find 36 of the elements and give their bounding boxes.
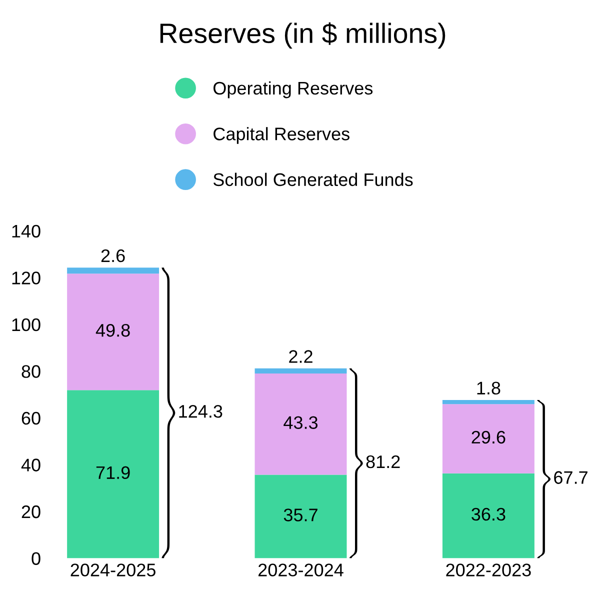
data-label: 36.3 bbox=[472, 508, 506, 521]
legend-label: School Generated Funds bbox=[213, 172, 413, 186]
x-tick-label: 2022-2023 bbox=[446, 564, 531, 576]
data-label: 2.6 bbox=[101, 249, 125, 262]
data-label: 43.3 bbox=[284, 416, 318, 429]
bar bbox=[254, 474, 347, 558]
data-label: 71.9 bbox=[96, 466, 130, 480]
chart-title: Reserves (in $ millions) bbox=[160, 22, 446, 49]
y-tick-label: 40 bbox=[21, 458, 40, 472]
y-tick-label: 20 bbox=[22, 505, 40, 518]
bar bbox=[67, 268, 160, 274]
y-tick-label: 80 bbox=[22, 365, 40, 378]
y-tick-label: 100 bbox=[12, 318, 40, 332]
data-label: 1.8 bbox=[477, 382, 500, 395]
bar bbox=[442, 404, 534, 474]
total-label: 67.7 bbox=[554, 471, 588, 484]
data-label: 29.6 bbox=[472, 430, 506, 444]
data-label: 49.8 bbox=[96, 324, 130, 337]
legend-label: Capital Reserves bbox=[214, 127, 350, 144]
bar bbox=[254, 368, 347, 374]
data-label: 2.2 bbox=[289, 350, 312, 363]
y-tick-label: 60 bbox=[22, 412, 40, 425]
bar bbox=[254, 374, 347, 475]
bar bbox=[442, 400, 534, 404]
bar bbox=[67, 274, 160, 390]
y-tick-label: 0 bbox=[32, 552, 40, 565]
data-label: 35.7 bbox=[284, 508, 318, 522]
x-tick-label: 2023-2024 bbox=[258, 564, 344, 576]
legend-label: Operating Reserves bbox=[213, 81, 373, 98]
y-tick-label: 140 bbox=[12, 224, 40, 238]
bar bbox=[442, 473, 534, 558]
x-tick-label: 2024-2025 bbox=[70, 564, 156, 576]
bar bbox=[67, 390, 160, 558]
y-tick-label: 120 bbox=[12, 272, 40, 284]
total-label: 81.2 bbox=[366, 455, 400, 468]
total-label: 124.3 bbox=[179, 404, 222, 418]
